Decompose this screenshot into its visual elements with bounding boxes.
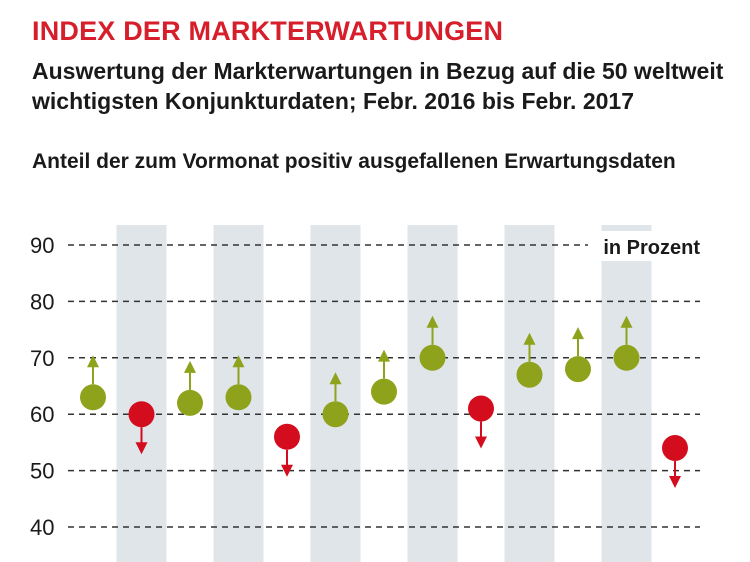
unit-label-area: in Prozent: [588, 231, 704, 261]
arrow-up-head-4: [232, 355, 245, 368]
background-bands: [116, 225, 652, 562]
point-marker-13: [662, 435, 688, 462]
data-point-12: [613, 315, 640, 371]
tick-label-40: 40: [30, 515, 54, 540]
tick-label-70: 70: [30, 346, 54, 371]
data-point-7: [371, 349, 397, 405]
tick-label-80: 80: [30, 289, 54, 314]
tick-label-90: 90: [30, 233, 54, 258]
unit-label-background: [588, 231, 704, 261]
arrow-up-head-8: [426, 315, 439, 328]
data-point-6: [322, 372, 349, 428]
tick-label-60: 60: [30, 402, 54, 427]
arrow-down-head-9: [475, 436, 487, 449]
point-marker-10: [516, 361, 543, 388]
arrow-up-head-7: [378, 349, 390, 362]
data-point-13: [662, 435, 688, 489]
data-point-8: [419, 315, 446, 371]
chart-title: INDEX DER MARKTERWARTUNGEN: [32, 16, 504, 46]
data-point-3: [177, 360, 203, 416]
arrow-up-head-3: [184, 360, 196, 373]
data-point-5: [274, 423, 300, 477]
chart-subtitle: Anteil der zum Vormonat positiv ausgefal…: [32, 150, 676, 173]
data-points: [80, 315, 688, 489]
point-marker-6: [322, 401, 349, 428]
arrow-down-head-5: [281, 464, 293, 477]
data-point-2: [128, 401, 155, 455]
data-point-4: [225, 355, 252, 411]
chart-description: Auswertung der Markterwartungen in Bezug…: [32, 58, 724, 114]
arrow-down-head-2: [135, 442, 148, 455]
point-marker-8: [419, 344, 446, 371]
point-marker-4: [225, 384, 252, 411]
tick-label-50: 50: [30, 459, 54, 484]
point-marker-3: [177, 389, 203, 416]
data-point-1: [80, 355, 106, 411]
point-marker-12: [613, 344, 640, 371]
band-2: [116, 225, 167, 562]
point-marker-5: [274, 423, 300, 450]
arrow-up-head-10: [523, 332, 536, 345]
unit-label: in Prozent: [603, 237, 700, 259]
data-point-9: [468, 395, 494, 449]
point-marker-7: [371, 378, 397, 405]
arrow-up-head-6: [329, 372, 342, 385]
data-point-11: [565, 327, 591, 383]
point-marker-9: [468, 395, 494, 422]
band-8: [407, 225, 458, 562]
arrow-up-head-11: [572, 327, 584, 340]
arrow-up-head-12: [620, 315, 633, 328]
band-12: [601, 225, 652, 562]
point-marker-11: [565, 356, 591, 383]
y-axis-ticks: 90 80 70 60 50 40: [30, 233, 54, 540]
band-10: [504, 225, 555, 562]
point-marker-1: [80, 384, 106, 411]
data-point-10: [516, 332, 543, 388]
arrow-down-head-13: [669, 476, 681, 489]
point-marker-2: [128, 401, 155, 428]
arrow-up-head-1: [87, 355, 99, 368]
